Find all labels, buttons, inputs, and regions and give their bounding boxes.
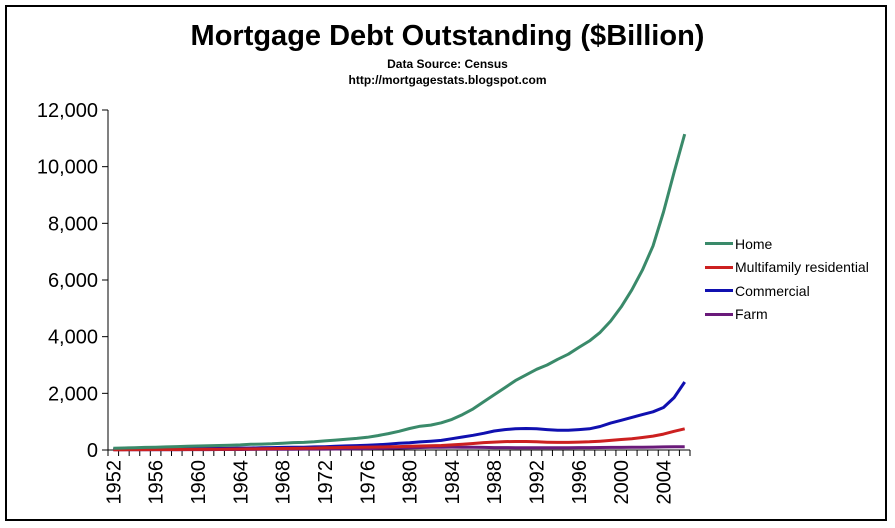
x-tick-label: 2004: [654, 460, 676, 505]
legend-item-home: Home: [705, 232, 869, 256]
x-tick-label: 1988: [484, 460, 506, 505]
x-tick-label: 1968: [273, 460, 295, 505]
x-tick-label: 1972: [315, 460, 337, 505]
legend-swatch: [705, 265, 733, 269]
x-tick-label: 1984: [442, 460, 464, 505]
x-tick-label: 1996: [569, 460, 591, 505]
chart-title: Mortgage Debt Outstanding ($Billion): [190, 20, 705, 52]
series-line-commercial: [113, 381, 686, 451]
x-tick-label: 1964: [230, 460, 252, 505]
legend: Home Multifamily residential Commercial Far…: [705, 232, 869, 326]
x-tick-label: 1976: [357, 460, 379, 505]
y-tick-label: 6,000: [48, 270, 98, 292]
legend-swatch: [705, 289, 733, 293]
legend-swatch: [705, 242, 733, 246]
x-tick-label: 2000: [611, 460, 633, 505]
legend-item-multifamily-residential: Multifamily residential: [705, 256, 869, 280]
series-line-multifamily-residential: [113, 427, 686, 452]
y-tick-label: 4,000: [48, 327, 98, 349]
legend-label: Multifamily residential: [735, 259, 869, 276]
y-tick-label: 0: [87, 440, 98, 462]
x-tick-label: 1956: [146, 460, 168, 505]
x-tick-label: 1980: [400, 460, 422, 505]
y-tick-label: 10,000: [37, 157, 98, 179]
legend-swatch: [705, 312, 733, 316]
x-tick-label: 1952: [103, 460, 125, 505]
y-tick-label: 8,000: [48, 213, 98, 235]
legend-item-farm: Farm: [705, 303, 869, 327]
chart-frame: [5, 5, 887, 521]
x-tick-label: 1992: [527, 460, 549, 505]
chart-subtitle-url: http://mortgagestats.blogspot.com: [348, 73, 547, 87]
x-tick-label: 1960: [188, 460, 210, 505]
chart-subtitle-source: Data Source: Census: [387, 57, 508, 71]
legend-label: Home: [735, 235, 773, 252]
y-tick-label: 12,000: [37, 100, 98, 122]
legend-label: Farm: [735, 306, 768, 323]
legend-label: Commercial: [735, 282, 810, 299]
legend-item-commercial: Commercial: [705, 279, 869, 303]
series-line-home: [113, 133, 687, 450]
y-tick-label: 2,000: [48, 383, 98, 405]
